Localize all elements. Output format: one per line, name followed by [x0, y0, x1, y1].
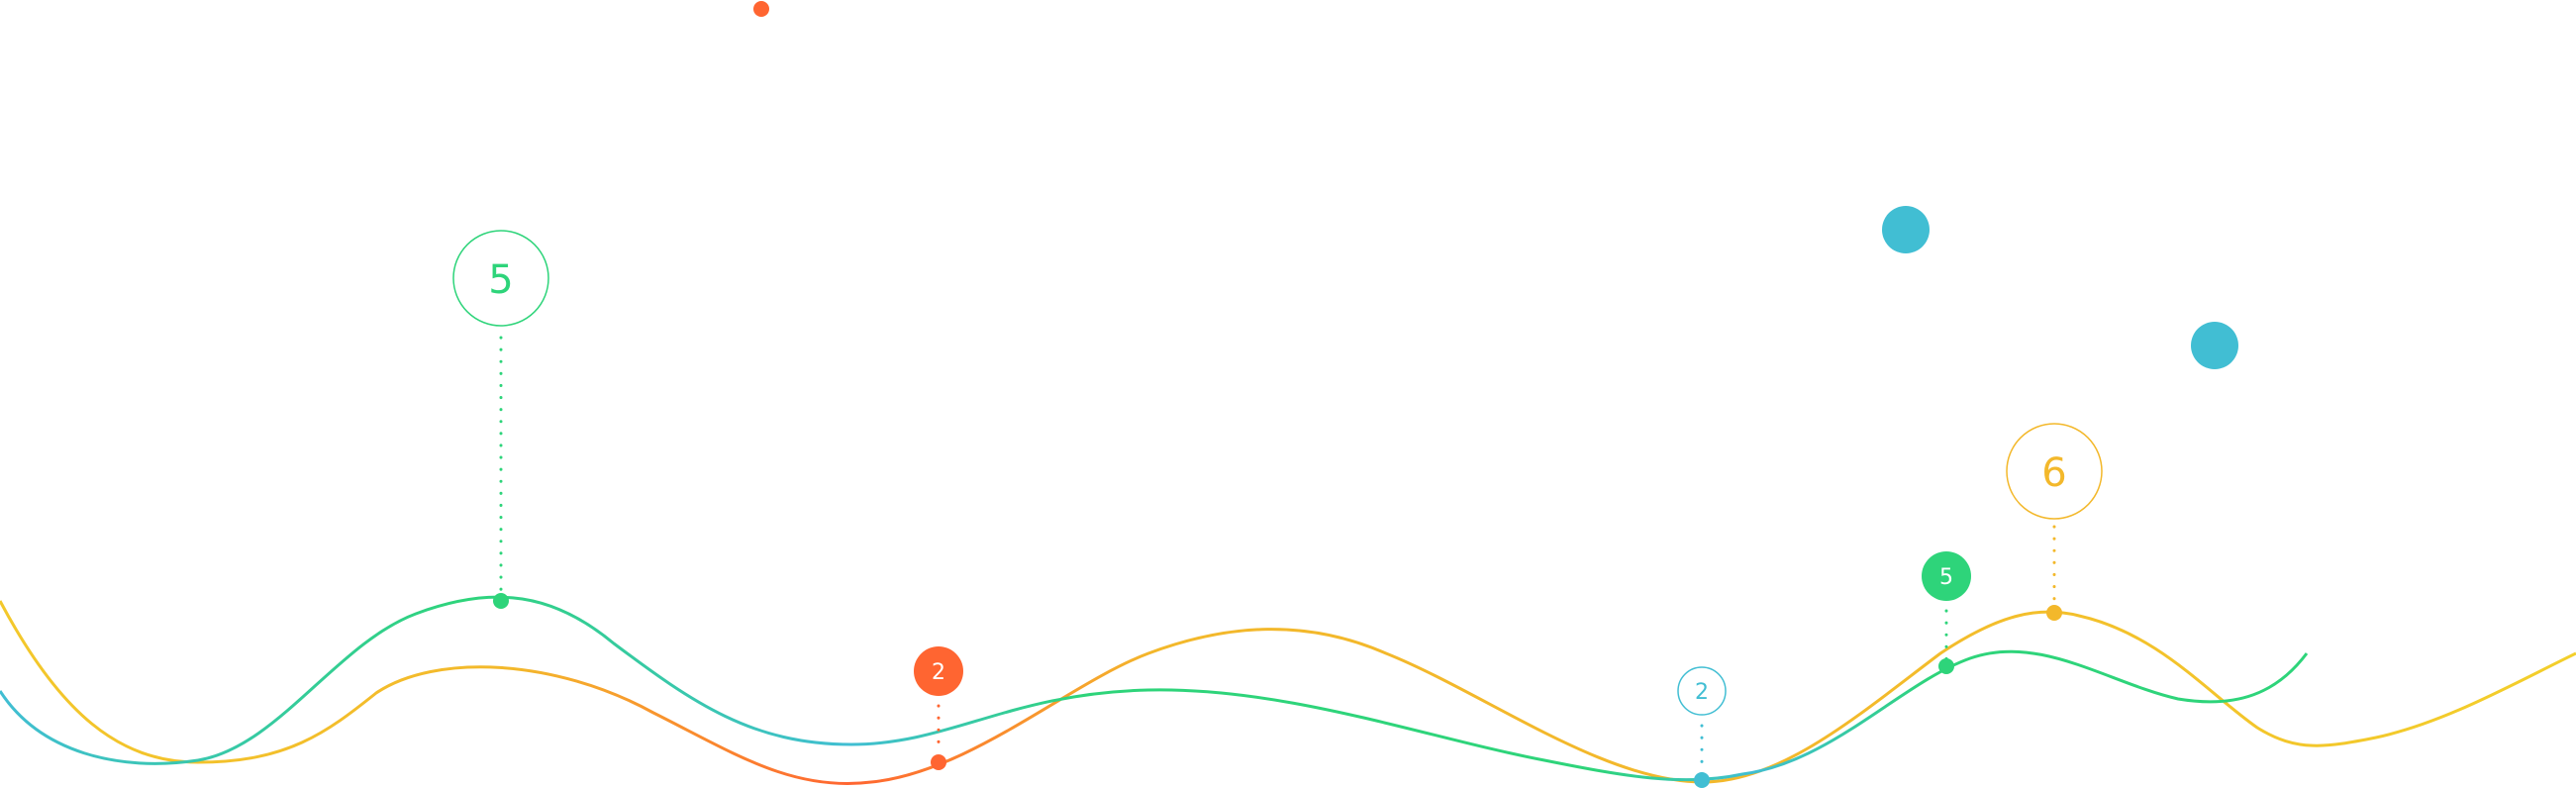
marker-teal-valley: 2: [1677, 666, 1727, 716]
marker-yellow-peak-label: 6: [2041, 450, 2066, 496]
anchor-orange-point: [931, 754, 946, 770]
yellow-orange-wave: [0, 600, 2576, 786]
marker-orange-point: 2: [914, 646, 963, 696]
marker-green-peak: 5: [452, 230, 549, 327]
decor-dot-teal-1: [1882, 206, 1930, 253]
decor-dot-orange: [753, 1, 769, 17]
anchor-yellow-peak: [2046, 605, 2062, 621]
marker-orange-point-label: 2: [932, 660, 945, 685]
marker-green-point-label: 5: [1939, 565, 1953, 590]
anchor-green-peak: [493, 593, 509, 609]
marker-green-point: 5: [1922, 551, 1971, 601]
marker-yellow-peak: 6: [2006, 423, 2103, 520]
green-teal-wave: [0, 595, 2309, 782]
marker-green-peak-label: 5: [488, 257, 513, 303]
anchor-teal-valley: [1694, 772, 1710, 788]
anchor-green-point: [1938, 658, 1954, 674]
marker-teal-valley-label: 2: [1695, 680, 1709, 705]
decor-dot-teal-2: [2191, 322, 2238, 369]
